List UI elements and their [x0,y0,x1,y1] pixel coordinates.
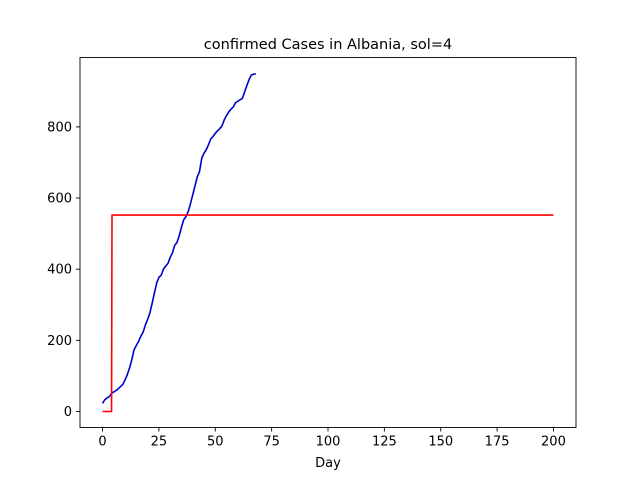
x-tick-label: 125 [372,435,397,450]
plot-area [101,73,554,413]
y-tick-label: 800 [47,120,72,135]
series-line-0 [101,73,256,404]
chart-title: confirmed Cases in Albania, sol=4 [204,37,452,53]
x-tick-label: 200 [541,435,566,450]
axes-frame [79,57,577,428]
x-tick-label: 25 [151,435,168,450]
y-tick-label: 600 [47,192,72,207]
x-tick-label: 75 [263,435,280,450]
series-line-1 [102,214,554,413]
y-tick-label: 400 [47,263,72,278]
x-axis: 0 25 50 75 100 125 150 175 200 [98,427,566,450]
y-axis: 0 200 400 600 800 [47,120,80,420]
y-tick-label: 0 [64,405,72,420]
y-tick-label: 200 [47,334,72,349]
x-tick-label: 0 [98,435,106,450]
x-tick-label: 150 [428,435,453,450]
x-tick-label: 100 [316,435,341,450]
x-tick-label: 50 [207,435,224,450]
x-axis-label: Day [315,456,341,471]
x-tick-label: 175 [485,435,510,450]
